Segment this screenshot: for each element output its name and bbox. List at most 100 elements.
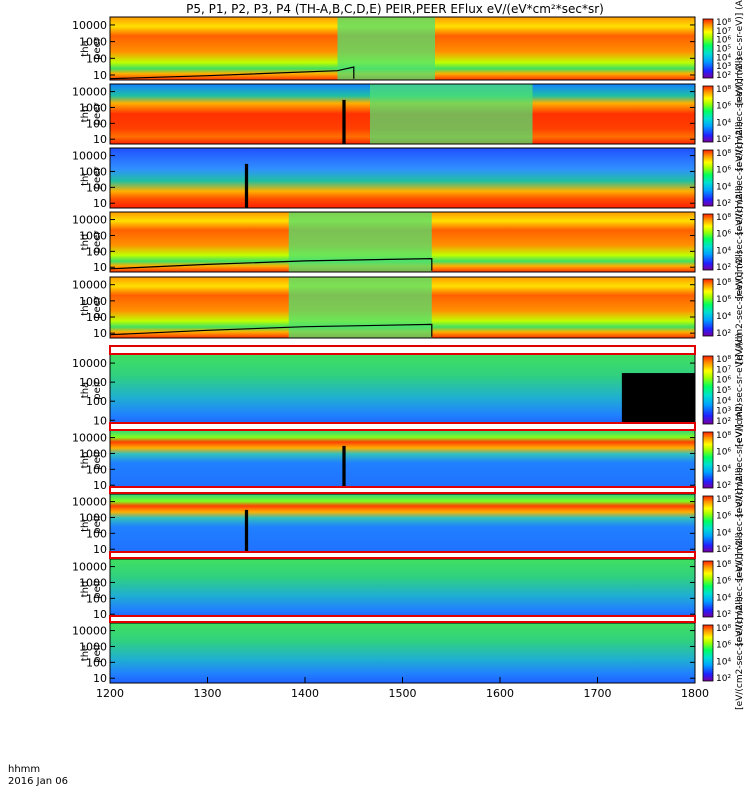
x-tick-label: 1800 <box>681 687 709 700</box>
colorbar-tick-label: 10⁶ <box>716 36 731 46</box>
panel-probe-label: thb <box>80 106 91 123</box>
x-tick-label: 1400 <box>291 687 319 700</box>
colorbar-label: [eV/(cm2-sec-sr-eV)] (All) <box>735 596 745 710</box>
colorbar-tick-label: 10⁶ <box>716 102 731 112</box>
colorbar-tick-label: 10⁸ <box>716 85 731 95</box>
y-tick-label: 100 <box>86 181 107 194</box>
panel-frame <box>109 16 696 81</box>
colorbar-label: [eV/(cm2-sec-sr-eV)] (All) <box>735 333 745 447</box>
panel-probe-label: the <box>80 645 91 661</box>
quality-flag-bar <box>109 486 696 494</box>
panel-event-0 <box>244 509 249 554</box>
colorbar-tick-label: 10⁶ <box>716 166 731 176</box>
panel-the-peer: 10000 1000 100 10 the peer 10⁸ 10⁶ 10⁴ 10² [eV/(cm… <box>72 251 745 365</box>
panel-probe-label: thd <box>80 581 91 598</box>
panel-instrument-label: peer <box>92 166 103 190</box>
colorbar-tick-label: 10⁷ <box>716 27 731 37</box>
y-tick-label: 10000 <box>72 19 107 32</box>
panel-probe-label: tha <box>80 40 91 56</box>
panel-probe-label: thb <box>80 452 91 469</box>
panel-instrument-label: peer <box>92 36 103 60</box>
panel-probe-label: tha <box>80 382 91 398</box>
colorbar <box>702 560 714 618</box>
panel-frame <box>109 276 696 339</box>
colorbar <box>702 624 714 682</box>
x-tick-label: 1200 <box>96 687 124 700</box>
y-tick-label: 10 <box>93 261 107 274</box>
y-tick-label: 1000 <box>79 101 107 114</box>
y-tick-label: 1000 <box>79 229 107 242</box>
y-tick-label: 10 <box>93 479 107 492</box>
colorbar-tick-label: 10⁸ <box>716 213 731 223</box>
colorbar-tick-label: 10⁴ <box>716 312 731 322</box>
chart-title: P5, P1, P2, P3, P4 (TH-A,B,C,D,E) PEIR,P… <box>186 2 604 16</box>
colorbar-tick-label: 10⁶ <box>716 376 731 386</box>
y-tick-label: 10000 <box>72 432 107 445</box>
colorbar-tick-label: 10⁸ <box>716 18 731 28</box>
panel-instrument-label: peir <box>92 379 103 399</box>
y-tick-label: 100 <box>86 245 107 258</box>
panel-instrument-label: peer <box>92 102 103 126</box>
y-tick-label: 10000 <box>72 496 107 509</box>
y-tick-label: 10 <box>93 543 107 556</box>
colorbar-tick-label: 10⁸ <box>716 355 731 365</box>
panel-instrument-label: peer <box>92 295 103 319</box>
panel-probe-label: thc <box>80 170 91 186</box>
colorbar <box>702 431 714 489</box>
panel-spectrogram <box>110 559 695 619</box>
y-tick-label: 10000 <box>72 279 107 292</box>
colorbar-tick-label: 10⁴ <box>716 528 731 538</box>
y-tick-label: 1000 <box>79 511 107 524</box>
colorbar-tick-label: 10⁶ <box>716 577 731 587</box>
panel-event-1 <box>370 84 533 144</box>
sc-potential-line <box>109 66 355 80</box>
colorbar-tick-label: 10⁶ <box>716 295 731 305</box>
colorbar-tick-label: 10² <box>716 329 731 339</box>
y-tick-label: 1000 <box>79 576 107 589</box>
y-tick-label: 10000 <box>72 625 107 638</box>
colorbar-tick-label: 10³ <box>716 407 731 417</box>
colorbar-tick-label: 10² <box>716 545 731 555</box>
panel-frame <box>109 83 696 145</box>
colorbar-tick-label: 10⁶ <box>716 512 731 522</box>
colorbar-tick-label: 10⁸ <box>716 624 731 634</box>
colorbar-tick-label: 10² <box>716 199 731 209</box>
panel-frame <box>109 211 696 273</box>
panel-event-0 <box>288 277 432 338</box>
colorbar-tick-label: 10² <box>716 135 731 145</box>
panel-frame <box>109 147 696 209</box>
colorbar-label: [eV/(cm2-sec-sr-eV)] (All) <box>735 467 745 581</box>
y-tick-label: 10 <box>93 414 107 427</box>
panel-spectrogram <box>110 494 695 554</box>
colorbar-tick-label: 10⁴ <box>716 246 731 256</box>
panel-spectrogram <box>110 148 695 208</box>
colorbar-tick-label: 10⁶ <box>716 448 731 458</box>
panel-instrument-label: peir <box>92 513 103 533</box>
colorbar-tick-label: 10⁴ <box>716 118 731 128</box>
colorbar-tick-label: 10⁴ <box>716 396 731 406</box>
colorbar-tick-label: 10² <box>716 417 731 427</box>
colorbar-tick-label: 10⁴ <box>716 53 731 63</box>
colorbar-label: [eV/(cm2-sec-sr-eV)] (All) <box>735 121 745 235</box>
colorbar-tick-label: 10⁶ <box>716 641 731 651</box>
panel-probe-label: the <box>80 299 91 315</box>
colorbar-label: [eV/(cm2-sec-sr-eV)] (All) <box>735 251 745 365</box>
colorbar <box>702 149 714 207</box>
colorbar-tick-label: 10⁴ <box>716 182 731 192</box>
sc-potential-line <box>109 323 433 337</box>
y-tick-label: 100 <box>86 656 107 669</box>
colorbar-tick-label: 10⁵ <box>716 386 731 396</box>
colorbar-tick-label: 10⁷ <box>716 365 731 375</box>
panel-event-0 <box>337 17 435 80</box>
y-tick-label: 10000 <box>72 86 107 99</box>
x-axis: 1200 1300 1400 1500 1600 1700 1800 <box>96 677 709 700</box>
sc-potential-line <box>109 257 433 271</box>
colorbar-tick-label: 10⁸ <box>716 431 731 441</box>
panel-instrument-label: peir <box>92 449 103 469</box>
